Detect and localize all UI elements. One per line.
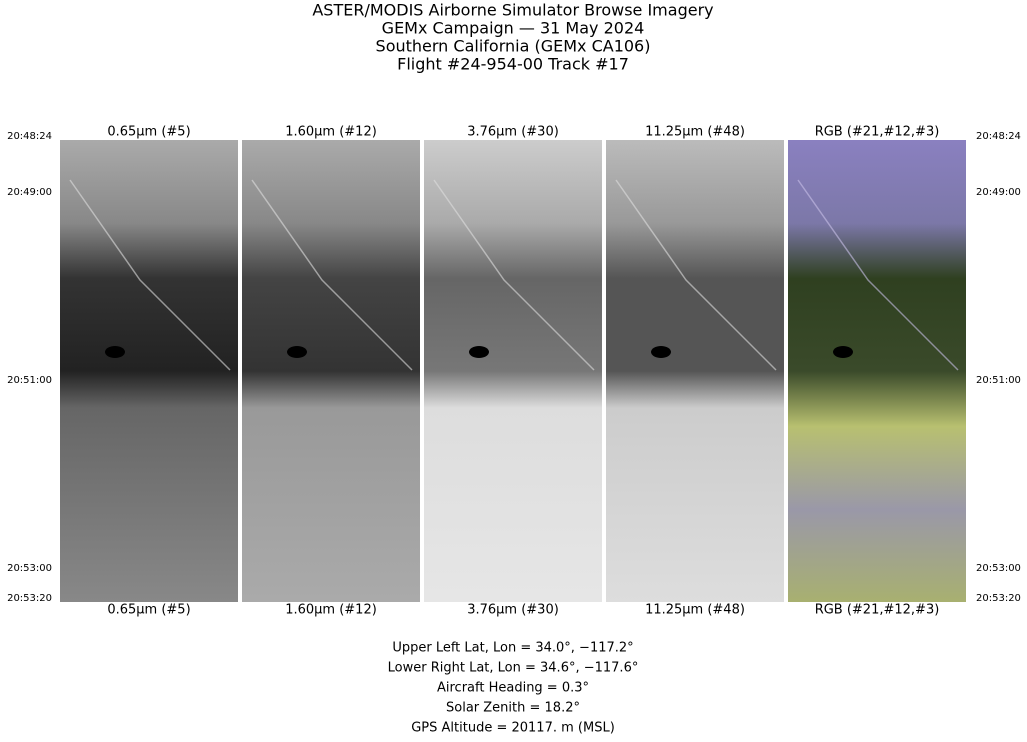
- panel-label: 11.25μm (#48): [645, 603, 745, 618]
- title-line: GEMx Campaign — 31 May 2024: [382, 19, 645, 38]
- footer-line: Lower Right Lat, Lon = 34.6°, −117.6°: [388, 661, 639, 676]
- footer-line: Aircraft Heading = 0.3°: [437, 681, 589, 696]
- lake: [287, 346, 307, 358]
- panel-image: [424, 140, 602, 602]
- lake: [833, 346, 853, 358]
- panel-image: [606, 140, 784, 602]
- panel-label: 1.60μm (#12): [285, 603, 377, 618]
- time-label: 20:48:24: [976, 131, 1021, 142]
- time-label: 20:53:00: [7, 563, 52, 574]
- title-line: Flight #24-954-00 Track #17: [397, 55, 629, 74]
- panel-label: 0.65μm (#5): [107, 603, 190, 618]
- footer-line: GPS Altitude = 20117. m (MSL): [411, 721, 615, 736]
- wash: [797, 179, 959, 371]
- title-line: ASTER/MODIS Airborne Simulator Browse Im…: [312, 1, 713, 20]
- panel-label: 3.76μm (#30): [467, 125, 559, 140]
- time-label: 20:49:00: [976, 187, 1021, 198]
- title-line: Southern California (GEMx CA106): [376, 37, 651, 56]
- wash: [69, 179, 231, 371]
- panel-label: RGB (#21,#12,#3): [815, 125, 940, 140]
- time-label: 20:53:20: [976, 593, 1021, 604]
- time-label: 20:48:24: [7, 131, 52, 142]
- time-label: 20:51:00: [976, 375, 1021, 386]
- panel-label: RGB (#21,#12,#3): [815, 603, 940, 618]
- lake: [469, 346, 489, 358]
- panel-image: [242, 140, 420, 602]
- wash: [615, 179, 777, 371]
- panel-label: 0.65μm (#5): [107, 125, 190, 140]
- time-label: 20:51:00: [7, 375, 52, 386]
- lake: [105, 346, 125, 358]
- time-label: 20:49:00: [7, 187, 52, 198]
- header: ASTER/MODIS Airborne Simulator Browse Im…: [312, 1, 713, 74]
- wash: [251, 179, 413, 371]
- panel-label: 3.76μm (#30): [467, 603, 559, 618]
- time-label: 20:53:00: [976, 563, 1021, 574]
- time-label: 20:53:20: [7, 593, 52, 604]
- footer-line: Upper Left Lat, Lon = 34.0°, −117.2°: [392, 641, 633, 656]
- time-labels: 20:48:24 20:48:24 20:49:00 20:49:00 20:51:00…: [7, 131, 1021, 604]
- panel-image: [788, 140, 966, 602]
- lake: [651, 346, 671, 358]
- panel-label: 11.25μm (#48): [645, 125, 745, 140]
- panel-label: 1.60μm (#12): [285, 125, 377, 140]
- footer: Upper Left Lat, Lon = 34.0°, −117.2° Lowe…: [388, 641, 639, 736]
- wash: [433, 179, 595, 371]
- panel-image: [60, 140, 238, 602]
- panels: 0.65μm (#5) 0.65μm (#5) 1.60μm (#12) 1.60μm…: [60, 125, 966, 618]
- footer-line: Solar Zenith = 18.2°: [446, 701, 580, 716]
